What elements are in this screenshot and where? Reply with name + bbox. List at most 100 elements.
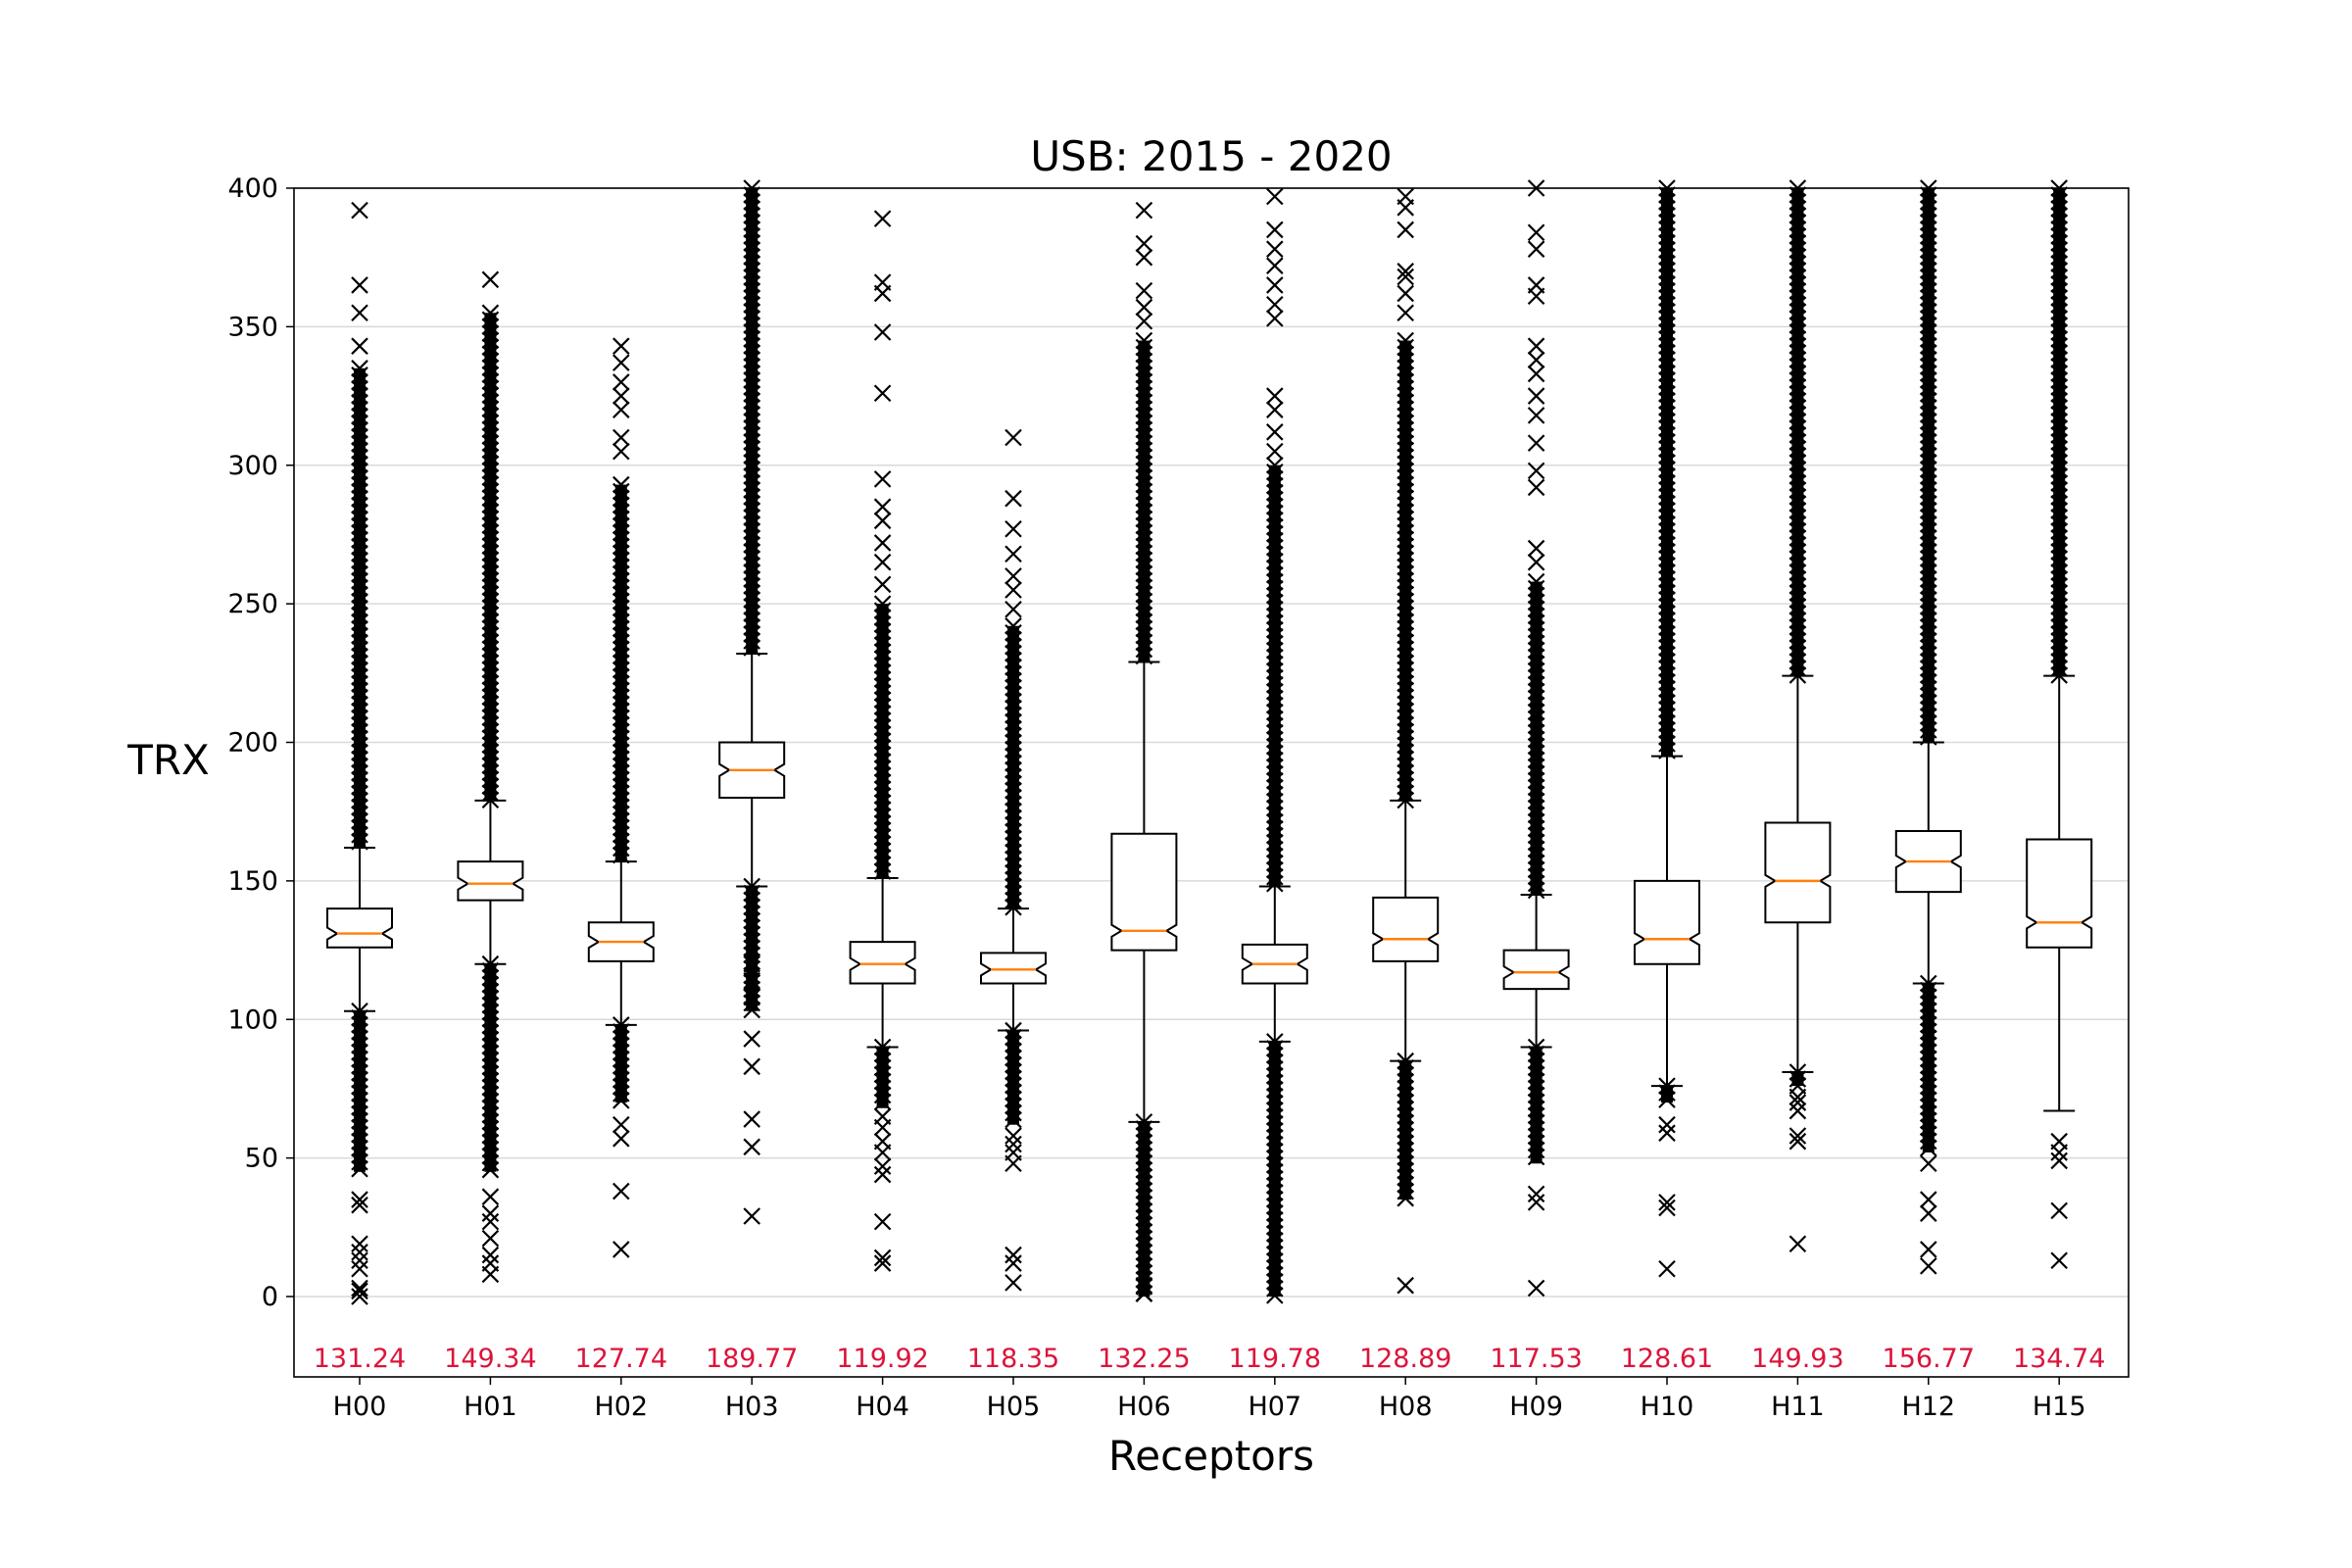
- outlier-marker: [1266, 833, 1284, 852]
- outlier-marker: [1135, 564, 1153, 583]
- outlier-marker: [1396, 1093, 1414, 1111]
- outlier-marker: [1920, 234, 1937, 252]
- box-h06: [1110, 201, 1178, 1302]
- outlier-marker: [612, 337, 630, 355]
- outlier-marker: [351, 641, 368, 659]
- outlier-marker: [1266, 1246, 1284, 1263]
- outlier-marker: [743, 419, 760, 437]
- outlier-marker: [873, 718, 892, 736]
- outlier-marker: [743, 234, 760, 252]
- outlier-marker: [1396, 427, 1414, 446]
- outlier-marker: [1658, 502, 1676, 519]
- outlier-marker: [1527, 1194, 1545, 1211]
- outlier-marker: [1920, 351, 1937, 368]
- outlier-marker: [1788, 426, 1807, 444]
- outlier-marker: [1920, 330, 1937, 348]
- outlier-marker: [1920, 385, 1937, 403]
- outlier-marker: [481, 1212, 500, 1231]
- outlier-marker: [1527, 1134, 1545, 1152]
- outlier-marker: [1920, 1118, 1937, 1137]
- outlier-marker: [1920, 1050, 1937, 1068]
- outlier-marker: [1658, 220, 1676, 238]
- outlier-marker: [873, 1065, 892, 1084]
- outlier-marker: [1004, 788, 1022, 807]
- outlier-marker: [351, 373, 368, 391]
- outlier-marker: [743, 591, 760, 609]
- outlier-marker: [743, 1001, 760, 1019]
- outlier-marker: [873, 615, 892, 633]
- outlier-marker: [1396, 537, 1414, 556]
- outlier-marker: [1004, 781, 1022, 800]
- box-h04: [849, 210, 916, 1272]
- outlier-marker: [351, 394, 368, 412]
- outlier-marker: [351, 476, 368, 494]
- outlier-marker: [481, 304, 500, 322]
- outlier-marker: [1920, 1098, 1937, 1116]
- outlier-marker: [873, 553, 892, 571]
- outlier-marker: [1658, 660, 1676, 677]
- outlier-marker: [1396, 722, 1414, 741]
- outlier-marker: [1788, 255, 1807, 272]
- outlier-marker: [612, 558, 630, 576]
- outlier-marker: [612, 537, 630, 556]
- outlier-marker: [1920, 454, 1937, 471]
- outlier-marker: [743, 632, 760, 650]
- outlier-marker: [1920, 248, 1937, 266]
- y-axis-label: TRX: [126, 736, 210, 784]
- outlier-marker: [1920, 577, 1937, 595]
- x-tick-label: H05: [987, 1392, 1041, 1422]
- outlier-marker: [1135, 281, 1153, 300]
- outlier-marker: [1396, 1154, 1414, 1173]
- outlier-marker: [1396, 352, 1414, 370]
- outlier-marker: [2050, 241, 2068, 259]
- outlier-marker: [1266, 662, 1284, 680]
- outlier-marker: [481, 372, 500, 391]
- outlier-marker: [2050, 646, 2068, 663]
- outlier-marker: [873, 1093, 892, 1111]
- outlier-marker: [351, 1022, 368, 1041]
- outlier-marker: [481, 757, 500, 775]
- outlier-marker: [873, 636, 892, 654]
- outlier-marker: [351, 387, 368, 405]
- outlier-marker: [612, 1092, 630, 1109]
- outlier-marker: [743, 282, 760, 300]
- outlier-marker: [1396, 606, 1414, 624]
- outlier-marker: [1396, 304, 1414, 322]
- outlier-marker: [1527, 826, 1545, 845]
- outlier-marker: [1004, 822, 1022, 841]
- outlier-marker: [1920, 207, 1937, 224]
- outlier-marker: [1920, 310, 1937, 327]
- outlier-marker: [1135, 1230, 1153, 1248]
- outlier-marker: [743, 323, 760, 341]
- box-h15: [2026, 179, 2093, 1270]
- outlier-marker: [1527, 607, 1545, 625]
- outlier-marker: [1527, 579, 1545, 598]
- outlier-marker: [1396, 379, 1414, 398]
- outlier-marker: [351, 696, 368, 713]
- outlier-marker: [1266, 675, 1284, 694]
- outlier-marker: [1004, 1028, 1022, 1047]
- outlier-marker: [1658, 344, 1676, 362]
- outlier-marker: [1658, 708, 1676, 725]
- outlier-marker: [1527, 539, 1545, 558]
- outlier-marker: [2050, 399, 2068, 416]
- outlier-marker: [1920, 358, 1937, 375]
- outlier-marker: [2050, 543, 2068, 561]
- outlier-marker: [1396, 1106, 1414, 1125]
- outlier-marker: [1396, 770, 1414, 789]
- outlier-marker: [1004, 651, 1022, 669]
- outlier-marker: [1527, 1127, 1545, 1146]
- outlier-marker: [1004, 1049, 1022, 1067]
- outlier-marker: [1920, 269, 1937, 286]
- outlier-marker: [873, 808, 892, 825]
- outlier-marker: [1788, 564, 1807, 581]
- outlier-marker: [873, 622, 892, 640]
- outlier-marker: [481, 975, 500, 994]
- outlier-marker: [351, 1077, 368, 1096]
- outlier-marker: [1527, 785, 1545, 804]
- outlier-marker: [1396, 674, 1414, 693]
- x-tick-label: H08: [1379, 1392, 1433, 1422]
- outlier-marker: [1266, 689, 1284, 708]
- outlier-marker: [743, 898, 760, 916]
